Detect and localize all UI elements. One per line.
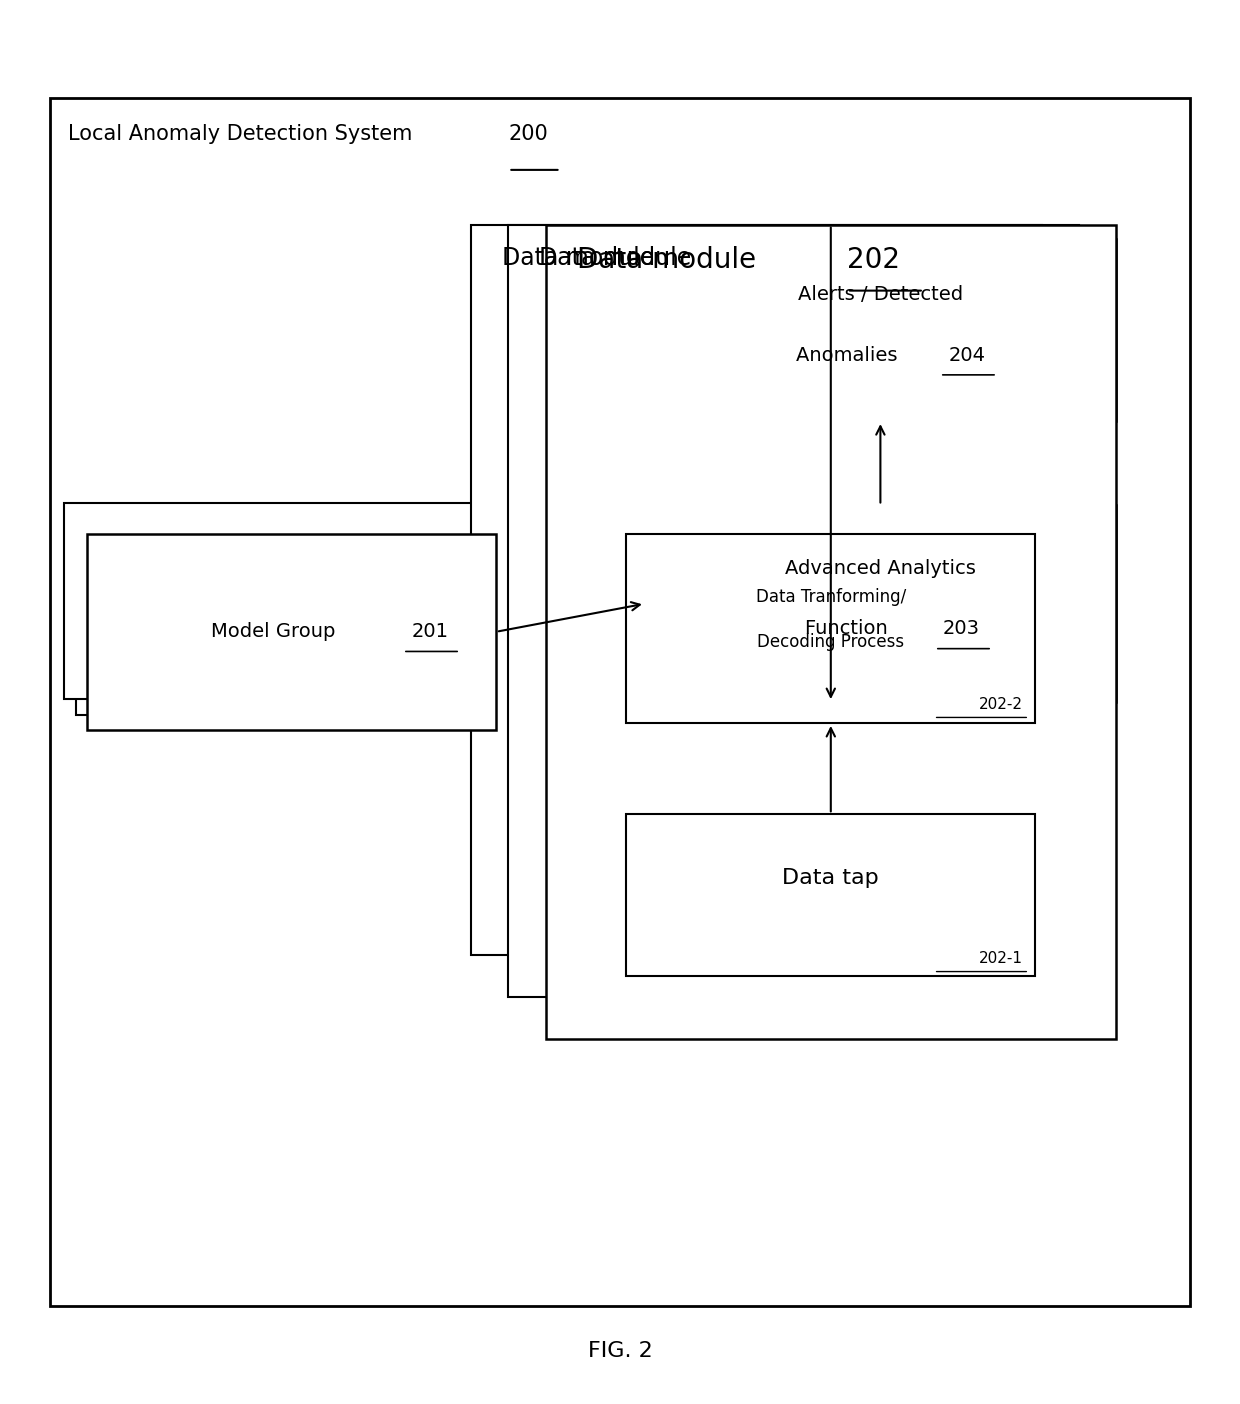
Text: Data Tranforming/: Data Tranforming/ bbox=[755, 588, 906, 607]
FancyBboxPatch shape bbox=[546, 225, 1116, 1039]
FancyBboxPatch shape bbox=[645, 239, 1116, 421]
Text: 203: 203 bbox=[942, 619, 980, 639]
Text: 202: 202 bbox=[847, 246, 900, 274]
FancyBboxPatch shape bbox=[626, 534, 1035, 723]
FancyBboxPatch shape bbox=[626, 814, 1035, 976]
Text: 201: 201 bbox=[412, 622, 449, 642]
Text: 200: 200 bbox=[508, 124, 548, 143]
FancyBboxPatch shape bbox=[471, 225, 1042, 955]
Text: FIG. 2: FIG. 2 bbox=[588, 1341, 652, 1360]
Text: Alerts / Detected: Alerts / Detected bbox=[797, 285, 963, 305]
Text: Data module: Data module bbox=[577, 246, 774, 274]
Text: 204: 204 bbox=[949, 345, 986, 365]
Text: Data module: Data module bbox=[539, 246, 692, 270]
Text: Model Group: Model Group bbox=[211, 622, 342, 642]
Text: Decoding Process: Decoding Process bbox=[758, 633, 904, 651]
FancyBboxPatch shape bbox=[76, 518, 485, 715]
Text: Anomalies: Anomalies bbox=[796, 345, 903, 365]
FancyBboxPatch shape bbox=[87, 534, 496, 730]
FancyBboxPatch shape bbox=[645, 505, 1116, 702]
Text: Function: Function bbox=[805, 619, 894, 639]
Text: Data tap: Data tap bbox=[782, 868, 879, 889]
FancyBboxPatch shape bbox=[50, 98, 1190, 1306]
Text: 202-1: 202-1 bbox=[980, 951, 1023, 966]
Text: Data module: Data module bbox=[502, 246, 655, 270]
Text: Local Anomaly Detection System: Local Anomaly Detection System bbox=[68, 124, 419, 143]
Text: 202-2: 202-2 bbox=[980, 696, 1023, 712]
FancyBboxPatch shape bbox=[64, 503, 474, 699]
FancyBboxPatch shape bbox=[508, 225, 1079, 997]
Text: Advanced Analytics: Advanced Analytics bbox=[785, 559, 976, 578]
